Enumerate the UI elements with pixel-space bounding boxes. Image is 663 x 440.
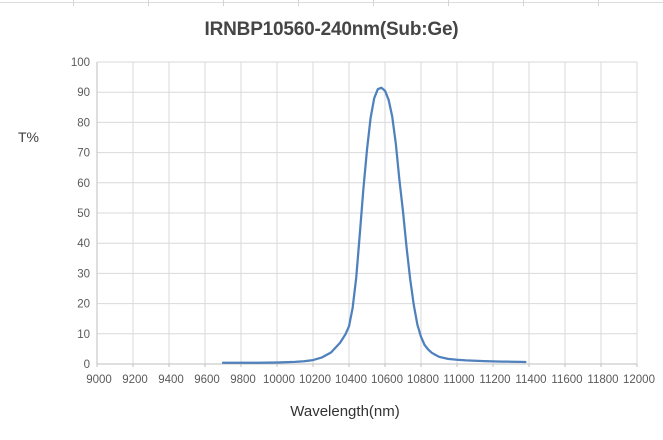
spreadsheet-column-border (373, 0, 374, 6)
x-axis-title: Wavelength(nm) (290, 403, 400, 420)
y-tick-label: 20 (77, 299, 90, 311)
x-tick-label: 11800 (587, 374, 618, 386)
spreadsheet-column-border (223, 0, 224, 6)
y-tick-label: 30 (77, 268, 90, 280)
x-tick-label: 9600 (194, 374, 220, 386)
x-tick-label: 10400 (335, 374, 367, 386)
spreadsheet-column-border (148, 0, 149, 6)
x-tick-label: 10000 (263, 374, 295, 386)
x-tick-label: 9800 (230, 374, 256, 386)
x-tick-label: 10600 (371, 374, 403, 386)
series-path-transmission (221, 86, 527, 364)
x-tick-labels: 9000 9200 9400 9600 9800 10000 10200 10400 10600… (86, 374, 655, 386)
y-tick-label: 70 (77, 148, 90, 160)
x-tick-label: 11200 (479, 374, 510, 386)
spreadsheet-column-border (448, 0, 449, 6)
x-tick-label: 9400 (158, 374, 184, 386)
x-tick-label: 10200 (299, 374, 331, 386)
x-tick-label: 11600 (551, 374, 582, 386)
y-tick-label: 10 (77, 329, 90, 341)
chart-title: IRNBP10560-240nm(Sub:Ge) (204, 19, 459, 40)
y-tick-label: 90 (77, 87, 90, 99)
axis-lines (96, 62, 638, 367)
y-tick-label: 0 (84, 359, 90, 371)
spreadsheet-column-border (298, 0, 299, 6)
x-tick-label: 11400 (515, 374, 546, 386)
x-tick-label: 11000 (443, 374, 474, 386)
x-tick-label: 9000 (86, 374, 112, 386)
x-tick-label: 9200 (122, 374, 148, 386)
y-tick-label: 40 (77, 238, 90, 250)
spreadsheet-column-border (73, 0, 74, 6)
y-tick-label: 100 (71, 57, 90, 69)
series-line (221, 86, 527, 364)
gridlines (97, 61, 638, 364)
y-tick-label: 50 (77, 208, 90, 220)
y-tick-labels: 0 10 20 30 40 50 60 70 80 90 100 (71, 57, 90, 371)
y-tick-label: 80 (77, 117, 90, 129)
spreadsheet-column-border (598, 0, 599, 6)
x-tick-label: 10800 (407, 374, 439, 386)
x-tick-label: 12000 (623, 374, 655, 386)
spreadsheet-column-border (523, 0, 524, 6)
y-axis-title: T% (18, 129, 39, 145)
y-tick-label: 60 (77, 178, 90, 190)
spreadsheet-row-border (0, 2, 663, 3)
